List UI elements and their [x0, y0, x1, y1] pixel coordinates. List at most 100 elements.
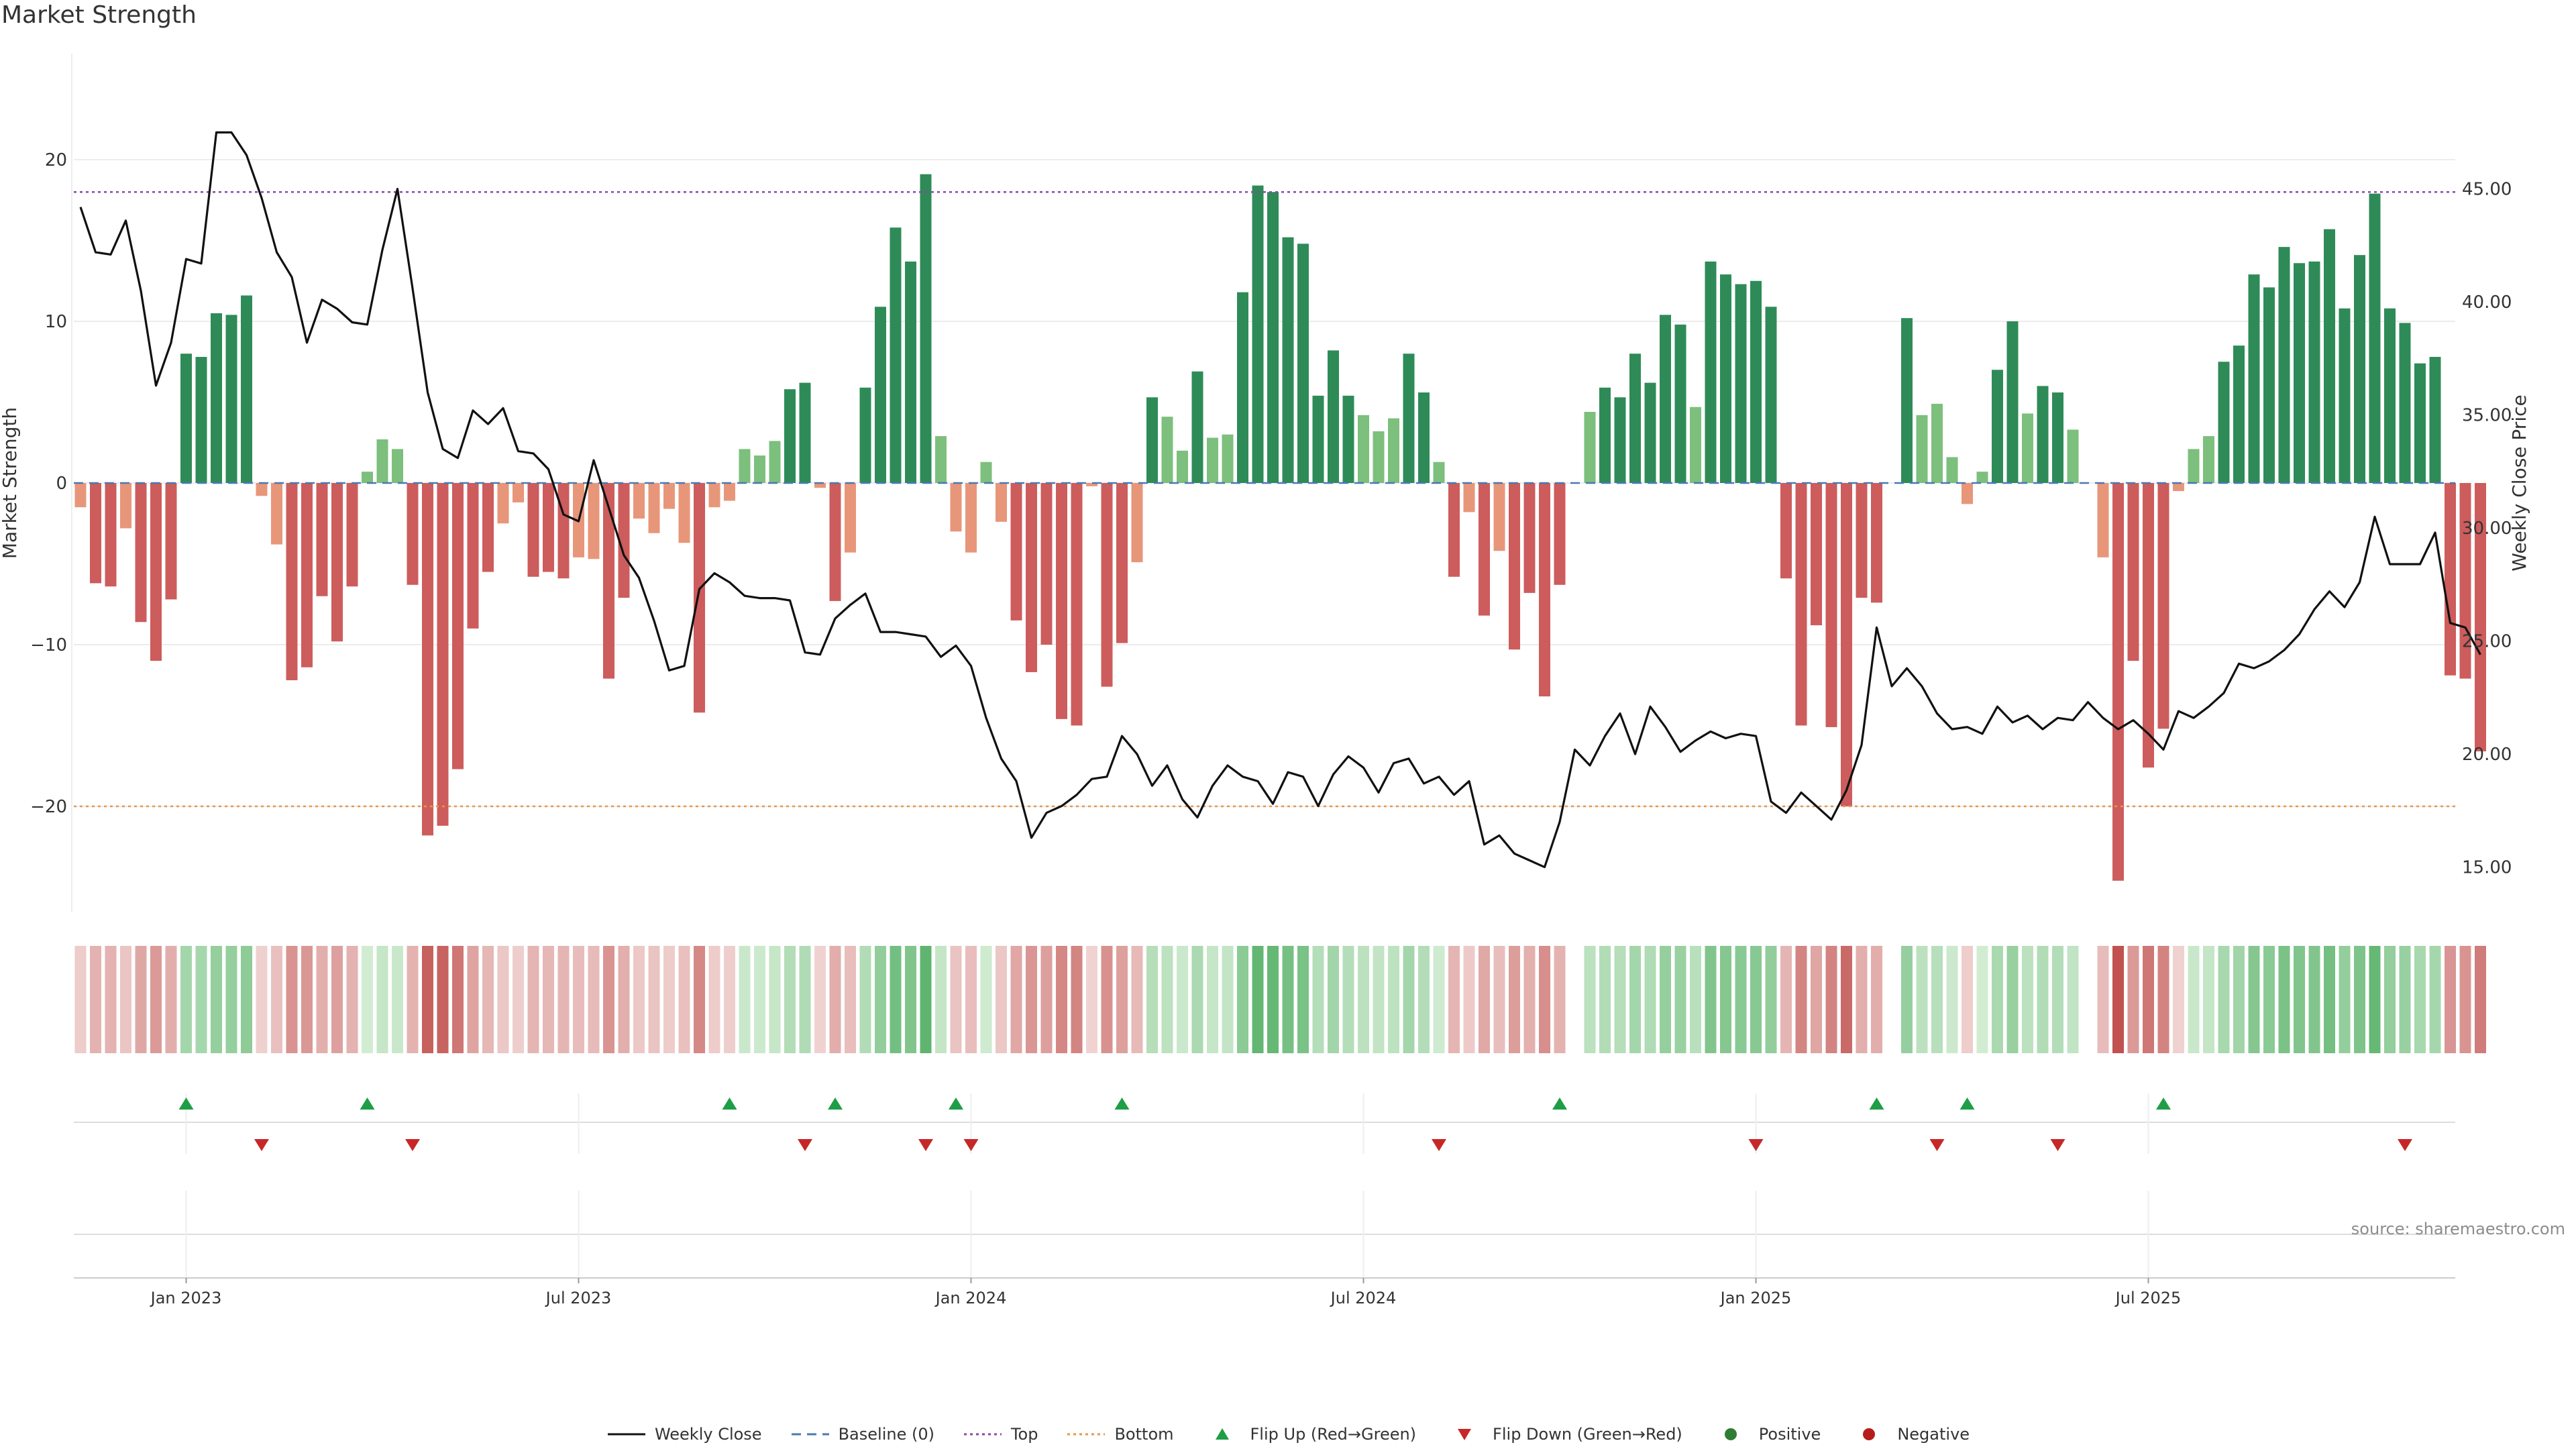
strength-bar	[513, 483, 524, 502]
strength-bar	[1674, 324, 1686, 483]
heat-cell	[437, 946, 449, 1053]
flip-up-marker	[1114, 1097, 1130, 1110]
heat-cell	[2384, 946, 2396, 1053]
heat-cell	[1523, 946, 1536, 1053]
heat-cell	[1479, 946, 1490, 1053]
heat-cell	[256, 946, 268, 1053]
heat-cell	[165, 946, 177, 1053]
strength-bar	[2067, 429, 2079, 483]
heat-cell	[211, 946, 222, 1053]
heat-cell	[74, 946, 87, 1053]
strength-bar	[1720, 274, 1731, 483]
strength-bar	[467, 483, 479, 629]
heat-cell	[859, 946, 871, 1053]
heat-cell	[1674, 946, 1686, 1053]
strength-bar	[316, 483, 328, 596]
heat-cell	[105, 946, 117, 1053]
heat-cell	[1992, 946, 2003, 1053]
flip-up-marker	[1552, 1097, 1567, 1110]
strength-bar	[1403, 354, 1415, 483]
flip-up-marker	[828, 1097, 843, 1110]
strength-bar	[1599, 387, 1611, 483]
heat-cell	[1539, 946, 1550, 1053]
strength-bar	[2459, 483, 2471, 679]
flip-up-marker	[949, 1097, 963, 1110]
strength-bar	[271, 483, 282, 545]
heat-cell	[1976, 946, 1988, 1053]
strength-bar	[1342, 395, 1354, 483]
heat-cell	[2112, 946, 2124, 1053]
reference-lines	[74, 191, 2455, 808]
strength-bar	[1207, 437, 1218, 483]
heat-cell	[845, 946, 856, 1053]
strength-bar	[2052, 392, 2063, 483]
heat-cell	[346, 946, 358, 1053]
heat-cell	[2143, 946, 2154, 1053]
y2-tick-label: 25.00	[2462, 632, 2512, 652]
strength-bar	[2006, 321, 2019, 483]
heat-cell	[2399, 946, 2411, 1053]
strength-bar	[1056, 483, 1067, 719]
chart-title: Market Strength	[1, 1, 197, 29]
strength-bar	[2143, 483, 2154, 768]
strength-bar	[482, 483, 494, 572]
flip-down-marker	[1748, 1139, 1764, 1151]
strength-bar	[2354, 255, 2365, 483]
strength-bar	[1312, 395, 1324, 483]
heat-cell	[708, 946, 720, 1053]
strength-bar	[1660, 315, 1671, 483]
strength-bar	[1976, 472, 1988, 483]
flip-up-marker	[1960, 1097, 1975, 1110]
heat-cell	[829, 946, 841, 1053]
strength-bar	[829, 483, 841, 601]
strength-bar	[376, 439, 388, 483]
heat-cell	[1644, 946, 1656, 1053]
flip-down-marker	[798, 1139, 812, 1151]
strength-bar	[1328, 350, 1339, 483]
strength-bar	[1418, 392, 1430, 483]
heat-cell	[2263, 946, 2275, 1053]
heat-cell	[2278, 946, 2290, 1053]
strength-bar	[2429, 357, 2441, 483]
strength-bar	[1946, 457, 1958, 483]
heat-cell	[2052, 946, 2063, 1053]
heat-cell	[1026, 946, 1037, 1053]
strength-bar	[1146, 397, 1158, 483]
heatstrip	[74, 946, 2486, 1053]
heat-cell	[1433, 946, 1445, 1053]
heat-cell	[1946, 946, 1958, 1053]
heat-cell	[1418, 946, 1430, 1053]
strength-bar	[2475, 483, 2486, 752]
triangle-up-icon	[1215, 1428, 1229, 1440]
strength-bar	[724, 483, 735, 501]
heat-cell	[1856, 946, 1868, 1053]
strength-bar	[1765, 307, 1777, 483]
strength-bar	[2324, 229, 2335, 483]
legend-item: Positive	[1711, 1425, 1821, 1444]
strength-bar	[135, 483, 147, 623]
heat-cell	[2324, 946, 2335, 1053]
strength-bar	[1267, 192, 1279, 483]
heat-cell	[1599, 946, 1611, 1053]
heat-cell	[1901, 946, 1913, 1053]
heat-cell	[1660, 946, 1671, 1053]
heat-cell	[497, 946, 509, 1053]
heat-cell	[1584, 946, 1596, 1053]
heat-cell	[1312, 946, 1324, 1053]
heat-cell	[694, 946, 705, 1053]
heat-cell	[1795, 946, 1807, 1053]
heat-cell	[1750, 946, 1762, 1053]
strength-bar	[527, 483, 539, 577]
heat-cell	[1509, 946, 1520, 1053]
strength-bar	[1705, 261, 1717, 483]
strength-bar	[2112, 483, 2124, 881]
strength-bar	[165, 483, 177, 600]
y-tick-label: −10	[30, 635, 67, 655]
heat-cell	[2248, 946, 2260, 1053]
strength-bar	[1297, 244, 1309, 483]
heat-cell	[890, 946, 902, 1053]
legend-item: Weekly Close	[606, 1425, 762, 1444]
legend-item: Bottom	[1066, 1425, 1174, 1444]
flip-up-marker	[360, 1097, 375, 1110]
strength-bar	[2263, 287, 2275, 483]
